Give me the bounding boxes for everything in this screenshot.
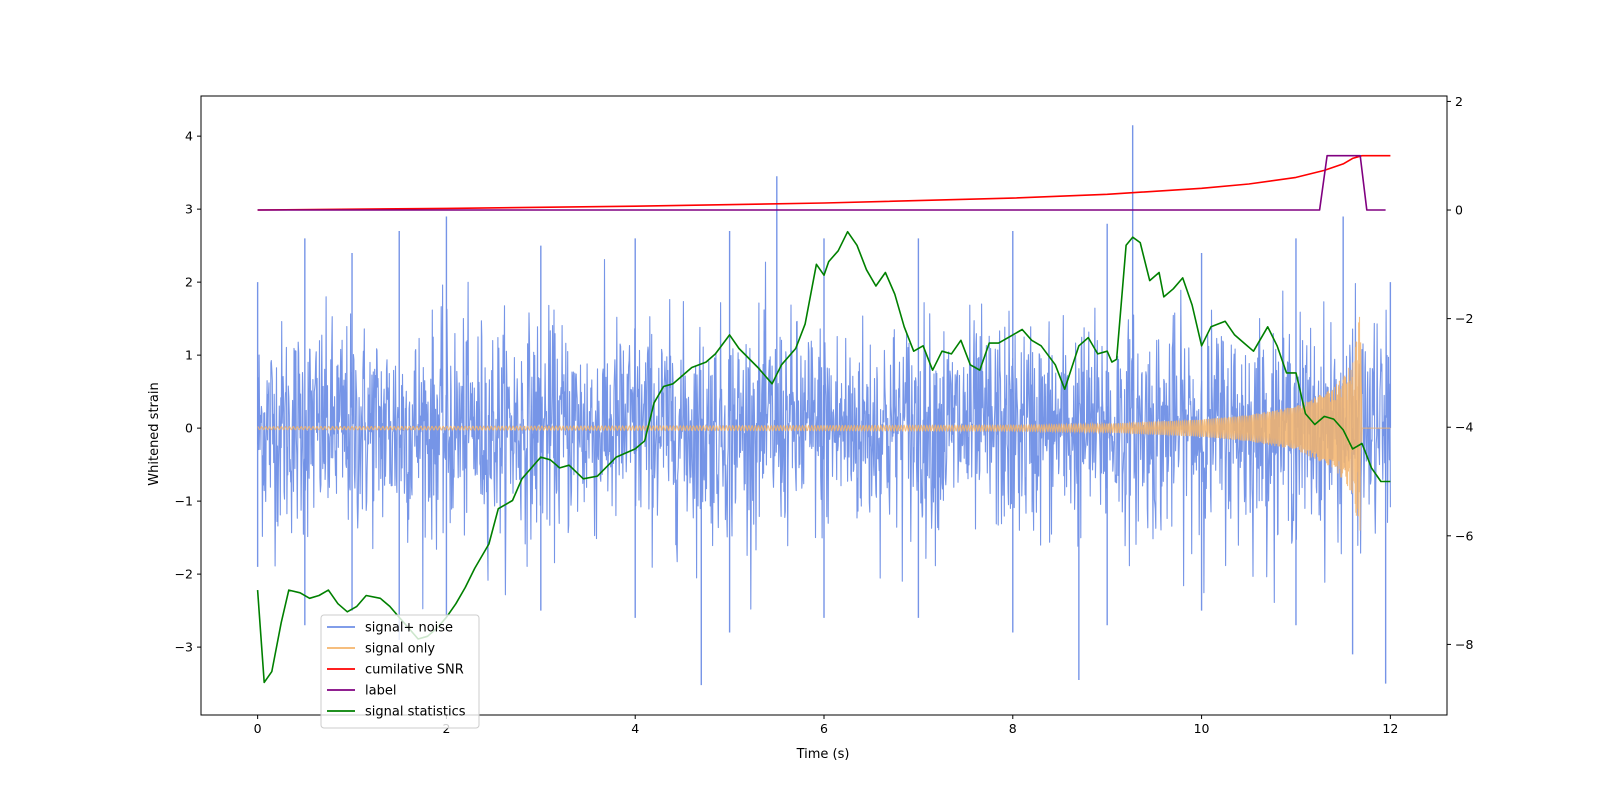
y-right-tick-label: 2 xyxy=(1455,94,1463,109)
x-tick-label: 8 xyxy=(1009,721,1017,736)
y-tick-label: 0 xyxy=(185,421,193,436)
y-tick-label: −2 xyxy=(175,567,193,582)
y-tick-label: 3 xyxy=(185,202,193,217)
y-right-tick-label: −4 xyxy=(1455,420,1473,435)
series-cumilative-snr-line xyxy=(257,154,1391,211)
y-tick-label: −1 xyxy=(175,494,193,509)
series-label-line xyxy=(257,154,1386,211)
y-right-tick-label: −6 xyxy=(1455,528,1473,543)
legend-entry-label: signal+ noise xyxy=(365,621,453,636)
x-tick-label: 4 xyxy=(631,721,639,736)
y-right-tick-label: −2 xyxy=(1455,311,1473,326)
legend: signal+ noise signal only cumilative SNR la… xyxy=(320,614,480,729)
y-tick-label: 4 xyxy=(185,129,193,144)
y-tick-label: 2 xyxy=(185,275,193,290)
x-axis-label: Time (s) xyxy=(796,747,850,762)
x-tick-label: 12 xyxy=(1382,721,1398,736)
legend-entry-label: signal only xyxy=(365,642,435,657)
legend-entry-label: cumilative SNR xyxy=(365,663,464,678)
y-right-tick-label: −8 xyxy=(1455,637,1473,652)
legend-entry-label: signal statistics xyxy=(365,705,466,720)
x-tick-label: 6 xyxy=(820,721,828,736)
y-right-tick-label: 0 xyxy=(1455,203,1463,218)
legend-box xyxy=(320,614,480,729)
series-signal-only-line xyxy=(257,316,1391,531)
x-tick-label: 0 xyxy=(254,721,262,736)
legend-entry-label: label xyxy=(365,684,396,699)
y-tick-label: −3 xyxy=(175,640,193,655)
y-axis-label: Whitened strain xyxy=(147,382,162,485)
x-tick-label: 10 xyxy=(1194,721,1210,736)
y-tick-label: 1 xyxy=(185,348,193,363)
plot-area xyxy=(256,125,1392,686)
